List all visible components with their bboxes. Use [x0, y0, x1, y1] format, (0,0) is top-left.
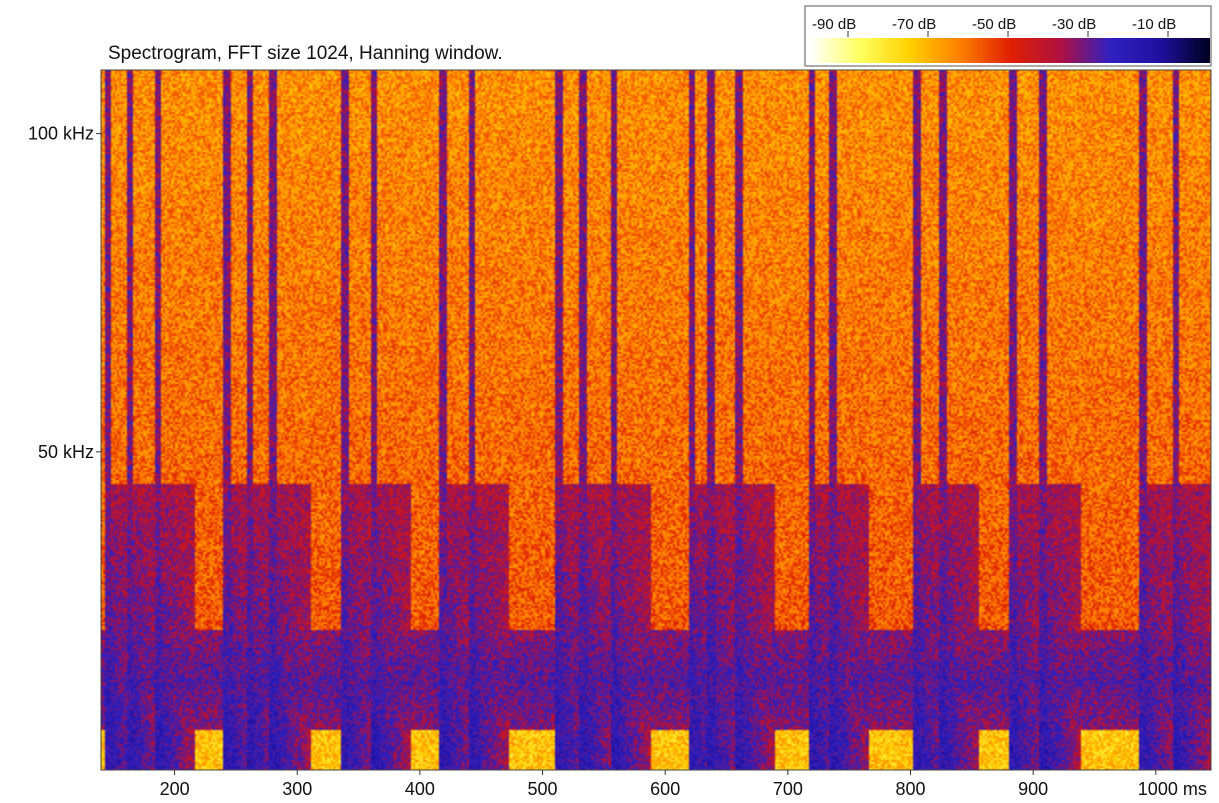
x-tick-label: 1000 ms	[1138, 779, 1207, 799]
x-tick-label: 400	[405, 779, 435, 799]
spectrogram-heatmap	[101, 70, 1211, 770]
x-tick-label: 900	[1018, 779, 1048, 799]
y-axis-ticks: 50 kHz 100 kHz	[28, 124, 101, 462]
plot-area	[100, 69, 1212, 771]
x-axis-ticks: 200 300 400 500 600 700 800 900 1000 ms	[160, 770, 1207, 799]
colorbar-label: -30 dB	[1052, 16, 1096, 33]
x-tick-label: 500	[528, 779, 558, 799]
colorbar-labels: -90 dB -70 dB -50 dB -30 dB -10 dB	[812, 16, 1176, 37]
x-tick-label: 200	[160, 779, 190, 799]
x-tick-label: 700	[773, 779, 803, 799]
plot-frame	[100, 69, 1212, 771]
y-tick-label: 100 kHz	[28, 124, 94, 144]
x-tick-label: 800	[895, 779, 925, 799]
x-tick-label: 600	[650, 779, 680, 799]
colorbar-label: -10 dB	[1132, 16, 1176, 33]
colorbar-label: -90 dB	[812, 16, 856, 33]
colorbar-gradient	[810, 38, 1210, 63]
chart-title: Spectrogram, FFT size 1024, Hanning wind…	[108, 43, 503, 64]
colorbar-label: -50 dB	[972, 16, 1016, 33]
colorbar-legend: -90 dB -70 dB -50 dB -30 dB -10 dB	[804, 5, 1212, 67]
colorbar-label: -70 dB	[892, 16, 936, 33]
x-tick-label: 300	[282, 779, 312, 799]
y-tick-label: 50 kHz	[38, 442, 94, 462]
